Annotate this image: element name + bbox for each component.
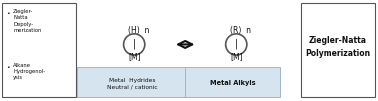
- Text: •: •: [6, 11, 9, 16]
- FancyBboxPatch shape: [301, 3, 375, 97]
- Text: (H)  n: (H) n: [128, 26, 149, 35]
- Text: [M]: [M]: [230, 52, 243, 61]
- Text: Ziegler-Natta
Polymerization: Ziegler-Natta Polymerization: [305, 36, 370, 58]
- FancyBboxPatch shape: [185, 67, 280, 97]
- Text: [M]: [M]: [128, 52, 141, 61]
- Text: (R)  n: (R) n: [230, 26, 251, 35]
- FancyBboxPatch shape: [2, 3, 76, 97]
- Text: Metal  Hydrides
Neutral / cationic: Metal Hydrides Neutral / cationic: [107, 78, 158, 89]
- Ellipse shape: [226, 34, 247, 55]
- Text: •: •: [6, 65, 9, 70]
- FancyBboxPatch shape: [77, 67, 187, 97]
- Text: |: |: [133, 38, 136, 49]
- Text: |: |: [235, 38, 238, 49]
- Ellipse shape: [124, 34, 145, 55]
- Text: Alkane
Hydrogenol-
ysis: Alkane Hydrogenol- ysis: [13, 63, 45, 80]
- Text: Metal Alkyls: Metal Alkyls: [210, 80, 255, 86]
- Text: Ziegler-
Natta
Depoly-
merization: Ziegler- Natta Depoly- merization: [13, 9, 42, 33]
